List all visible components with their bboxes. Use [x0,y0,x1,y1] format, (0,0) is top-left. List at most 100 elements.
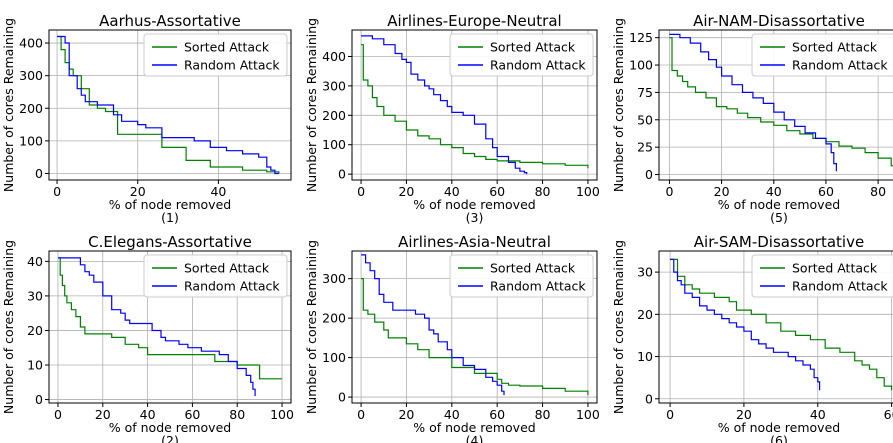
axes-frame [48,29,292,181]
x-tick-label: 0 [665,184,673,199]
panel-caption: (5) [770,210,788,225]
axes-frame [658,250,893,404]
panel-caption: (6) [770,433,788,443]
y-tick-label: 10 [637,349,653,364]
chart-panel-6: 0 20 40 60 0 10 20 30 Air-SAM-Disassortative % of… [611,233,893,443]
y-tick-label: 0 [35,392,43,407]
legend: Sorted Attack Random Attack [143,33,288,77]
legend: Sorted Attack Random Attack [449,254,594,298]
x-tick-label: 60 [489,184,505,199]
legend-box [143,33,288,77]
random-attack-line [361,35,528,175]
sorted-attack-line [361,44,589,169]
y-axis-label: Number of cores Remaining [304,240,319,414]
legend-box [449,33,594,77]
x-tick-label: 20 [130,184,146,199]
y-tick-label: 300 [19,68,43,83]
y-tick-label: 0 [645,391,653,406]
x-axis-label: % of node removed [109,197,231,212]
x-axis-label: % of node removed [413,420,535,435]
axes-frame [351,29,598,181]
chart-panel-5: 0 20 40 60 80 0 25 50 75 100 125 Air-NAM-Disassorta… [611,12,893,225]
chart-panel-4: 0 20 40 60 80 100 0 100 200 300 Airlines-Asia-Neut… [304,233,600,443]
x-axis-label: % of node removed [718,197,840,212]
legend-label: Random Attack [792,58,888,73]
y-tick-label: 25 [637,140,653,155]
legend-label: Random Attack [792,279,888,294]
legend: Sorted Attack Random Attack [751,254,893,298]
x-tick-label: 0 [357,407,365,422]
x-tick-label: 40 [140,407,156,422]
y-tick-label: 0 [35,166,43,181]
y-tick-label: 100 [19,133,43,148]
panel-caption: (1) [161,210,179,225]
x-tick-label: 0 [357,184,365,199]
y-tick-label: 100 [629,58,653,73]
y-axis-label: Number of cores Remaining [611,18,626,192]
x-tick-label: 80 [535,407,551,422]
axes-frame [658,29,893,181]
sorted-attack-line [57,35,280,174]
x-tick-label: 80 [870,184,886,199]
random-attack-line [58,257,256,397]
x-tick-label: 100 [270,407,294,422]
y-tick-label: 400 [19,36,43,51]
y-tick-label: 75 [637,85,653,100]
legend: Sorted Attack Random Attack [449,33,594,77]
legend-label: Sorted Attack [792,261,878,276]
chart-title: Airlines-Europe-Neutral [387,12,561,30]
x-tick-label: 0 [54,407,62,422]
legend-label: Random Attack [490,58,586,73]
y-tick-label: 125 [629,30,653,45]
x-axis-label: % of node removed [413,197,535,212]
chart-title: Air-SAM-Disassortative [694,233,864,251]
axes-frame [351,250,598,404]
x-axis-label: % of node removed [109,420,231,435]
x-tick-label: 40 [210,184,226,199]
random-attack-line [670,258,821,391]
y-tick-label: 300 [322,78,346,93]
x-tick-label: 40 [810,407,826,422]
x-tick-label: 40 [444,184,460,199]
sorted-attack-line [669,37,893,167]
y-axis-label: Number of cores Remaining [1,18,16,192]
x-tick-label: 40 [766,184,782,199]
y-tick-label: 300 [322,271,346,286]
x-tick-label: 40 [444,407,460,422]
legend-box [751,254,893,298]
y-tick-label: 0 [338,167,346,182]
legend-label: Random Attack [490,279,586,294]
chart-panel-3: 0 20 40 60 80 100 0 100 200 300 400 Airlines-Europe… [304,12,600,225]
random-attack-line [57,35,279,175]
legend-box [143,254,288,298]
legend-label: Sorted Attack [184,261,270,276]
random-attack-line [669,33,837,172]
legend-label: Random Attack [184,58,280,73]
legend-label: Sorted Attack [184,40,270,55]
x-tick-label: 20 [398,407,414,422]
legend-box [751,33,893,77]
y-axis-label: Number of cores Remaining [1,240,16,414]
y-tick-label: 0 [338,390,346,405]
y-axis-label: Number of cores Remaining [611,240,626,414]
x-tick-label: 80 [535,184,551,199]
y-tick-label: 400 [322,49,346,64]
panel-caption: (4) [466,433,484,443]
x-tick-label: 80 [229,407,245,422]
x-tick-label: 100 [576,407,600,422]
axes-frame [48,250,292,404]
x-tick-label: 0 [53,184,61,199]
y-tick-label: 200 [19,101,43,116]
y-tick-label: 30 [637,265,653,280]
sorted-attack-line [58,257,282,380]
x-tick-label: 0 [666,407,674,422]
x-tick-label: 20 [736,407,752,422]
legend: Sorted Attack Random Attack [751,33,893,77]
random-attack-line [361,254,505,396]
chart-panel-2: 0 20 40 60 80 100 0 10 20 30 40 C.Elegans-Assortati… [1,233,294,443]
legend-label: Random Attack [184,279,280,294]
legend-label: Sorted Attack [490,40,576,55]
y-tick-label: 20 [27,323,43,338]
x-tick-label: 20 [714,184,730,199]
